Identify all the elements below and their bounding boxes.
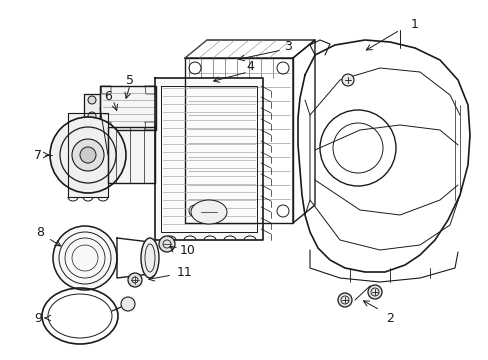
Circle shape: [88, 112, 96, 120]
Polygon shape: [68, 113, 108, 197]
Circle shape: [80, 147, 96, 163]
Circle shape: [341, 74, 353, 86]
Polygon shape: [108, 127, 155, 183]
Circle shape: [367, 285, 381, 299]
Text: 4: 4: [245, 59, 253, 72]
Circle shape: [50, 117, 126, 193]
Circle shape: [337, 293, 351, 307]
Circle shape: [159, 236, 175, 252]
Text: 3: 3: [284, 40, 291, 53]
Circle shape: [53, 226, 117, 290]
Text: 5: 5: [126, 73, 134, 86]
Text: 9: 9: [34, 311, 42, 324]
Text: 8: 8: [36, 225, 44, 239]
Circle shape: [72, 139, 104, 171]
Ellipse shape: [191, 200, 226, 224]
Text: 7: 7: [34, 149, 42, 162]
Ellipse shape: [141, 238, 159, 278]
Polygon shape: [84, 94, 100, 122]
Circle shape: [128, 273, 142, 287]
Text: 1: 1: [410, 18, 418, 31]
Text: 11: 11: [177, 266, 192, 279]
Text: 10: 10: [180, 243, 196, 257]
Polygon shape: [155, 78, 263, 240]
Circle shape: [121, 297, 135, 311]
Circle shape: [88, 96, 96, 104]
Text: 2: 2: [385, 311, 393, 324]
Polygon shape: [100, 86, 156, 130]
Text: 6: 6: [104, 90, 112, 103]
